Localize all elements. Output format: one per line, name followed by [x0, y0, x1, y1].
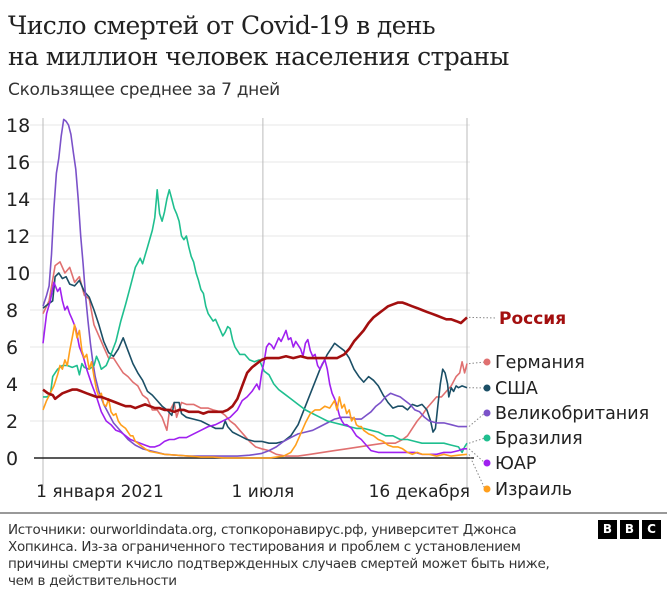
x-tick-label: 16 декабря: [369, 482, 470, 502]
legend-dot-icon: [483, 459, 491, 467]
chart-title-line-1: Число смертей от Covid-19 в день: [8, 11, 436, 40]
label-leader: [468, 361, 486, 365]
legend-dot-icon: [483, 384, 491, 392]
bbc-logo: B B C: [598, 520, 661, 539]
series-line: [42, 301, 468, 415]
y-tick-label: 8: [6, 300, 18, 322]
y-tick-label: 16: [6, 152, 30, 174]
series-label: Израиль: [495, 480, 572, 500]
chart-title: Число смертей от Covid-19 в день на милл…: [8, 10, 509, 72]
line-chart: 0 2 4 6 8 10 12 14 16 18 1 января 2021 1 июля 16 де…: [6, 115, 649, 502]
series-line: [42, 281, 467, 456]
x-axis: 1 января 2021 1 июля 16 декабря: [34, 118, 474, 502]
label-leader: [468, 437, 486, 444]
label-leader: [468, 412, 486, 427]
y-tick-label: 10: [6, 263, 30, 285]
y-tick-label: 18: [6, 115, 30, 137]
y-axis-ticks: 0 2 4 6 8 10 12 14 16 18: [6, 115, 30, 470]
legend-dot-icon: [483, 485, 491, 493]
label-leader: [468, 454, 486, 490]
series-label: ЮАР: [495, 454, 536, 474]
series-label: Великобритания: [495, 404, 649, 424]
series-lines: [42, 118, 468, 459]
series-line: [42, 324, 468, 459]
bbc-logo-letter-2: B: [620, 520, 639, 539]
y-tick-label: 4: [6, 374, 18, 396]
legend-dot-icon: [483, 358, 491, 366]
series-label: США: [495, 379, 538, 399]
series-labels: Германия США Великобритания Бразилия ЮАР Изра…: [468, 309, 649, 500]
bbc-logo-letter-3: C: [642, 520, 661, 539]
series-line: [42, 261, 468, 457]
legend-dot-icon: [483, 409, 491, 417]
chart-subtitle: Скользящее среднее за 7 дней: [8, 80, 280, 100]
y-tick-label: 14: [6, 189, 30, 211]
series-label: Германия: [495, 353, 585, 373]
y-tick-label: 6: [6, 337, 18, 359]
series-line: [43, 189, 468, 454]
bbc-logo-letter-1: B: [598, 520, 617, 539]
series-label: Бразилия: [495, 429, 583, 449]
x-tick-label: 1 июля: [232, 482, 295, 502]
series-line: [42, 272, 468, 444]
label-leader: [468, 316, 498, 319]
footer-divider: [0, 512, 667, 514]
x-tick-label: 1 января 2021: [36, 482, 164, 502]
series-line: [42, 118, 467, 457]
chart-title-line-2: на миллион человек населения страны: [8, 42, 509, 71]
y-tick-label: 2: [6, 411, 18, 433]
source-note: Источники: ourworldindata.org, стопкорон…: [8, 522, 550, 589]
legend-dot-icon: [483, 434, 491, 442]
series-label: Россия: [499, 309, 566, 329]
y-tick-label: 12: [6, 226, 30, 248]
y-tick-label: 0: [6, 448, 18, 470]
label-leader: [468, 448, 486, 464]
